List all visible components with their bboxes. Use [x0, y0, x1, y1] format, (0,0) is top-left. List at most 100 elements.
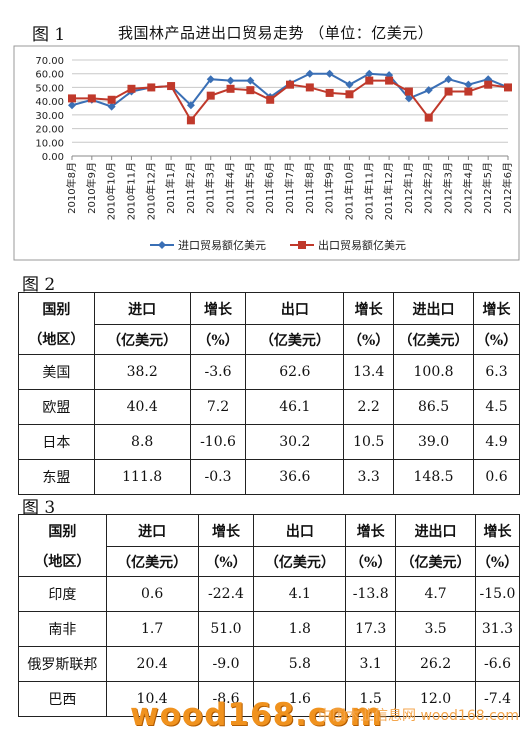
x-tick-label: 2011年2月	[184, 162, 197, 214]
x-tick-label: 2011年3月	[204, 162, 217, 214]
legend-label: 进口贸易额亿美元	[178, 239, 266, 252]
value-cell: 51.0	[197, 611, 255, 647]
y-tick-label: 60.00	[35, 70, 64, 81]
value-cell: 10.4	[105, 681, 199, 717]
value-cell: 1.5	[345, 681, 397, 717]
region-name-cell: 印度	[18, 576, 107, 612]
data-point	[404, 87, 413, 96]
y-tick-label: 40.00	[35, 97, 64, 108]
header-cell: 增长	[472, 292, 521, 325]
data-point	[226, 76, 235, 85]
legend-marker	[158, 241, 166, 249]
y-tick-label: 20.00	[35, 125, 64, 136]
value-cell: 6.3	[472, 354, 521, 390]
data-point	[206, 75, 215, 84]
header-cell: 增长	[474, 514, 521, 547]
data-point	[87, 94, 96, 103]
x-tick-label: 2012年6月	[501, 162, 514, 214]
data-point	[345, 90, 354, 99]
value-cell: -6.6	[474, 646, 521, 682]
data-point	[68, 101, 76, 110]
value-cell: 1.6	[253, 681, 347, 717]
header-cell: 进口	[93, 292, 191, 325]
value-cell: 40.4	[93, 389, 191, 425]
table-row: 美国 38.2 -3.6 62.6 13.4 100.8 6.3	[18, 354, 521, 390]
value-cell: 39.0	[393, 424, 474, 460]
value-cell: 3.3	[343, 459, 395, 495]
y-tick-label: 30.00	[35, 111, 64, 122]
region-name-cell: 南非	[18, 611, 107, 647]
header-cell: 进出口	[393, 292, 474, 325]
value-cell: 30.2	[245, 424, 345, 460]
table-header-row: 国别 进口 增长 出口 增长 进出口 增长	[18, 514, 521, 547]
header-cell: （亿美元）	[245, 324, 345, 355]
region-name-cell: 巴西	[18, 681, 107, 717]
header-cell: （%）	[472, 324, 521, 355]
table-row: 俄罗斯联邦 20.4 -9.0 5.8 3.1 26.2 -6.6	[18, 646, 521, 682]
data-point	[266, 95, 275, 104]
watermark-logo: wood168.com	[130, 697, 383, 733]
data-point	[444, 87, 453, 96]
region-name-cell: 日本	[18, 424, 95, 460]
region-name-cell: 东盟	[18, 459, 95, 495]
data-point	[167, 82, 176, 91]
table-row: 南非 1.7 51.0 1.8 17.3 3.5 31.3	[18, 611, 521, 647]
figure1-label: 图 1	[32, 25, 66, 45]
data-point	[226, 84, 235, 93]
x-tick-label: 2011年10月	[342, 162, 355, 220]
value-cell: 0.6	[105, 576, 199, 612]
data-point	[68, 94, 76, 103]
value-cell: 2.2	[343, 389, 395, 425]
header-cell: 增长	[189, 292, 247, 325]
data-point	[186, 101, 195, 110]
trade-trend-chart: 70.0060.0050.0040.0030.0020.0010.000.00 …	[13, 45, 520, 261]
x-tick-label: 2011年11月	[362, 162, 375, 220]
data-point	[345, 80, 354, 89]
x-tick-label: 2012年5月	[481, 162, 494, 214]
data-point	[385, 76, 394, 85]
header-cell: 增长	[343, 292, 395, 325]
value-cell: 4.5	[472, 389, 521, 425]
data-point	[424, 113, 433, 122]
value-cell: 148.5	[393, 459, 474, 495]
header-cell: 国别	[18, 292, 95, 325]
header-cell: （%）	[343, 324, 395, 355]
value-cell: 62.6	[245, 354, 345, 390]
header-cell: （%）	[474, 546, 521, 577]
data-point	[305, 83, 314, 92]
x-tick-label: 2011年4月	[224, 162, 237, 214]
value-cell: 31.3	[474, 611, 521, 647]
data-point	[206, 91, 215, 100]
value-cell: 26.2	[395, 646, 476, 682]
header-cell: （亿美元）	[253, 546, 347, 577]
data-point	[246, 86, 255, 95]
value-cell: -0.3	[189, 459, 247, 495]
data-point	[424, 86, 433, 95]
chart-frame	[13, 45, 520, 261]
x-tick-label: 2010年10月	[105, 162, 118, 220]
value-cell: -8.6	[197, 681, 255, 717]
x-tick-label: 2011年5月	[243, 162, 256, 214]
data-point	[484, 80, 493, 89]
value-cell: 17.3	[345, 611, 397, 647]
table-header-row: 国别 进口 增长 出口 增长 进出口 增长	[18, 292, 521, 325]
x-tick-label: 2011年9月	[323, 162, 336, 214]
value-cell: -9.0	[197, 646, 255, 682]
table-header-row: （地区） （亿美元） （%） （亿美元） （%） （亿美元） （%）	[18, 324, 521, 355]
x-tick-label: 2012年4月	[461, 162, 474, 214]
header-cell: （亿美元）	[105, 546, 199, 577]
value-cell: 1.7	[105, 611, 199, 647]
header-cell: 国别	[18, 514, 107, 547]
value-cell: 13.4	[343, 354, 395, 390]
data-point	[286, 80, 294, 89]
data-point	[464, 80, 473, 89]
data-point	[186, 116, 195, 125]
region-name-cell: 美国	[18, 354, 95, 390]
legend-marker	[298, 241, 306, 249]
y-tick-label: 50.00	[35, 83, 64, 94]
figure2-table: 国别 进口 增长 出口 增长 进出口 增长 （地区） （亿美元） （%） （亿美…	[18, 292, 521, 495]
header-cell: 增长	[345, 514, 397, 547]
x-tick-label: 2010年12月	[144, 162, 157, 220]
x-tick-label: 2010年11月	[124, 162, 137, 220]
x-tick-label: 2011年1月	[164, 162, 177, 214]
